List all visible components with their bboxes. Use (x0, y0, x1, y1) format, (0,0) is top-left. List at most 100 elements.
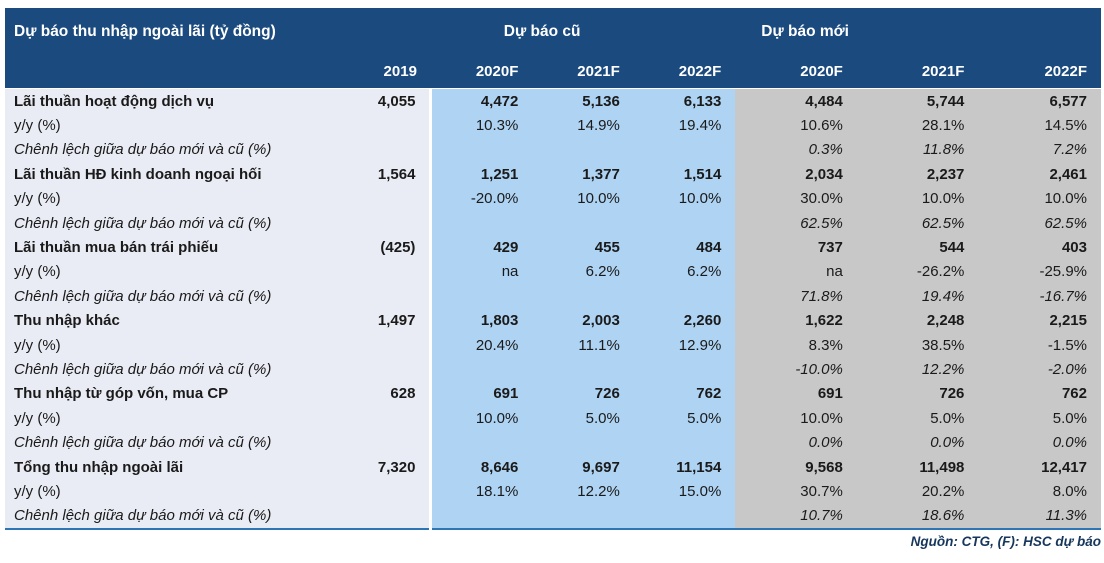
cell-value: 1,497 (318, 308, 431, 333)
cell-value (429, 210, 533, 236)
cell-value: 71.8% (735, 284, 857, 309)
cell-value: 6,133 (633, 88, 736, 114)
cell-value: 1,622 (735, 308, 857, 333)
table-row: Chênh lệch giữa dự báo mới và cũ (%) 0.3%… (5, 137, 1101, 163)
cell-value (532, 284, 634, 309)
row-label: y/y (%) (5, 406, 319, 431)
cell-value: -26.2% (856, 259, 979, 285)
cell-value: 11.8% (856, 137, 979, 163)
cell-value: 1,564 (318, 162, 431, 187)
row-label: y/y (%) (5, 332, 319, 358)
cell-value: 10.0% (978, 186, 1101, 211)
cell-value: 10.0% (856, 186, 979, 211)
cell-value (633, 210, 736, 236)
cell-value (318, 186, 431, 211)
cell-value (318, 137, 431, 163)
table-row: Thu nhập khác 1,497 1,803 2,003 2,260 1,622 2,… (5, 308, 1101, 333)
table-row: y/y (%) na 6.2% 6.2% na -26.2% -25.9% (5, 259, 1101, 285)
year-header-new-2020f: 2020F (735, 55, 857, 89)
cell-value: 11.1% (532, 332, 634, 358)
group-header-new-forecast: Dự báo mới (735, 8, 1101, 55)
cell-value (429, 284, 533, 309)
row-label: y/y (%) (5, 186, 319, 211)
row-label: Tổng thu nhập ngoài lãi (5, 454, 319, 480)
cell-value: 4,484 (735, 88, 857, 114)
cell-value (633, 284, 736, 309)
cell-value: 7,320 (318, 454, 431, 480)
cell-value: 10.0% (735, 406, 857, 431)
cell-value (633, 430, 736, 455)
cell-value: 2,034 (735, 162, 857, 187)
cell-value: 1,803 (429, 308, 533, 333)
row-label: Thu nhập khác (5, 308, 319, 333)
cell-value (633, 357, 736, 382)
table-row: Chênh lệch giữa dự báo mới và cũ (%) 10.7… (5, 503, 1101, 531)
cell-value: 7.2% (978, 137, 1101, 163)
cell-value: 10.3% (429, 113, 533, 138)
cell-value: 11,154 (633, 454, 736, 480)
year-header-spacer (5, 55, 319, 89)
row-label: Chênh lệch giữa dự báo mới và cũ (%) (5, 357, 319, 382)
table-row: Thu nhập từ góp vốn, mua CP 628 691 726 762 6… (5, 381, 1101, 407)
row-label: Thu nhập từ góp vốn, mua CP (5, 381, 319, 407)
cell-value (429, 503, 533, 531)
row-label: y/y (%) (5, 259, 319, 285)
cell-value: 20.4% (429, 332, 533, 358)
table-header-title-row: Dự báo thu nhập ngoài lãi (tỷ đồng) Dự b… (5, 8, 1101, 55)
row-label: Chênh lệch giữa dự báo mới và cũ (%) (5, 284, 319, 309)
cell-value (532, 210, 634, 236)
cell-value: 38.5% (856, 332, 979, 358)
cell-value: 18.6% (856, 503, 979, 531)
cell-value: 62.5% (735, 210, 857, 236)
cell-value: 62.5% (978, 210, 1101, 236)
cell-value: 12.9% (633, 332, 736, 358)
cell-value: 628 (318, 381, 431, 407)
row-label: Lãi thuần mua bán trái phiếu (5, 235, 319, 260)
cell-value (318, 357, 431, 382)
cell-value: -20.0% (429, 186, 533, 211)
cell-value: 429 (429, 235, 533, 260)
table-row: Chênh lệch giữa dự báo mới và cũ (%) 0.0%… (5, 430, 1101, 455)
cell-value (633, 503, 736, 531)
table-title: Dự báo thu nhập ngoài lãi (tỷ đồng) (5, 8, 431, 55)
table-row: Tổng thu nhập ngoài lãi 7,320 8,646 9,697 11… (5, 454, 1101, 480)
cell-value (318, 479, 431, 504)
cell-value: -1.5% (978, 332, 1101, 358)
table-row: Lãi thuần mua bán trái phiếu (425) 429 455 4… (5, 235, 1101, 260)
source-note: Nguồn: CTG, (F): HSC dự báo (910, 534, 1101, 549)
cell-value: 28.1% (856, 113, 979, 138)
cell-value: 11.3% (978, 503, 1101, 531)
cell-value: 5,136 (532, 88, 634, 114)
cell-value (532, 430, 634, 455)
cell-value: 10.0% (429, 406, 533, 431)
cell-value: 20.2% (856, 479, 979, 504)
cell-value: 30.0% (735, 186, 857, 211)
cell-value: 12,417 (978, 454, 1101, 480)
cell-value (318, 113, 431, 138)
cell-value (318, 259, 431, 285)
year-header-old-2022f: 2022F (633, 55, 736, 89)
cell-value: 8.3% (735, 332, 857, 358)
cell-value (532, 357, 634, 382)
cell-value: 726 (532, 381, 634, 407)
cell-value: 691 (735, 381, 857, 407)
cell-value: 4,472 (429, 88, 533, 114)
cell-value: 11,498 (856, 454, 979, 480)
cell-value: 5.0% (856, 406, 979, 431)
year-header-old-2021f: 2021F (532, 55, 634, 89)
table-row: Chênh lệch giữa dự báo mới và cũ (%) 71.8… (5, 284, 1101, 309)
cell-value: 19.4% (856, 284, 979, 309)
year-header-2019: 2019 (318, 55, 431, 89)
row-label: Chênh lệch giữa dự báo mới và cũ (%) (5, 503, 319, 531)
cell-value (532, 503, 634, 531)
cell-value: 19.4% (633, 113, 736, 138)
cell-value: 10.6% (735, 113, 857, 138)
cell-value: -2.0% (978, 357, 1101, 382)
year-header-new-2022f: 2022F (978, 55, 1101, 89)
cell-value: 6.2% (532, 259, 634, 285)
year-header-old-2020f: 2020F (430, 55, 533, 89)
table-row: Chênh lệch giữa dự báo mới và cũ (%) -10.… (5, 357, 1101, 382)
cell-value: 4,055 (318, 88, 431, 114)
cell-value (429, 357, 533, 382)
